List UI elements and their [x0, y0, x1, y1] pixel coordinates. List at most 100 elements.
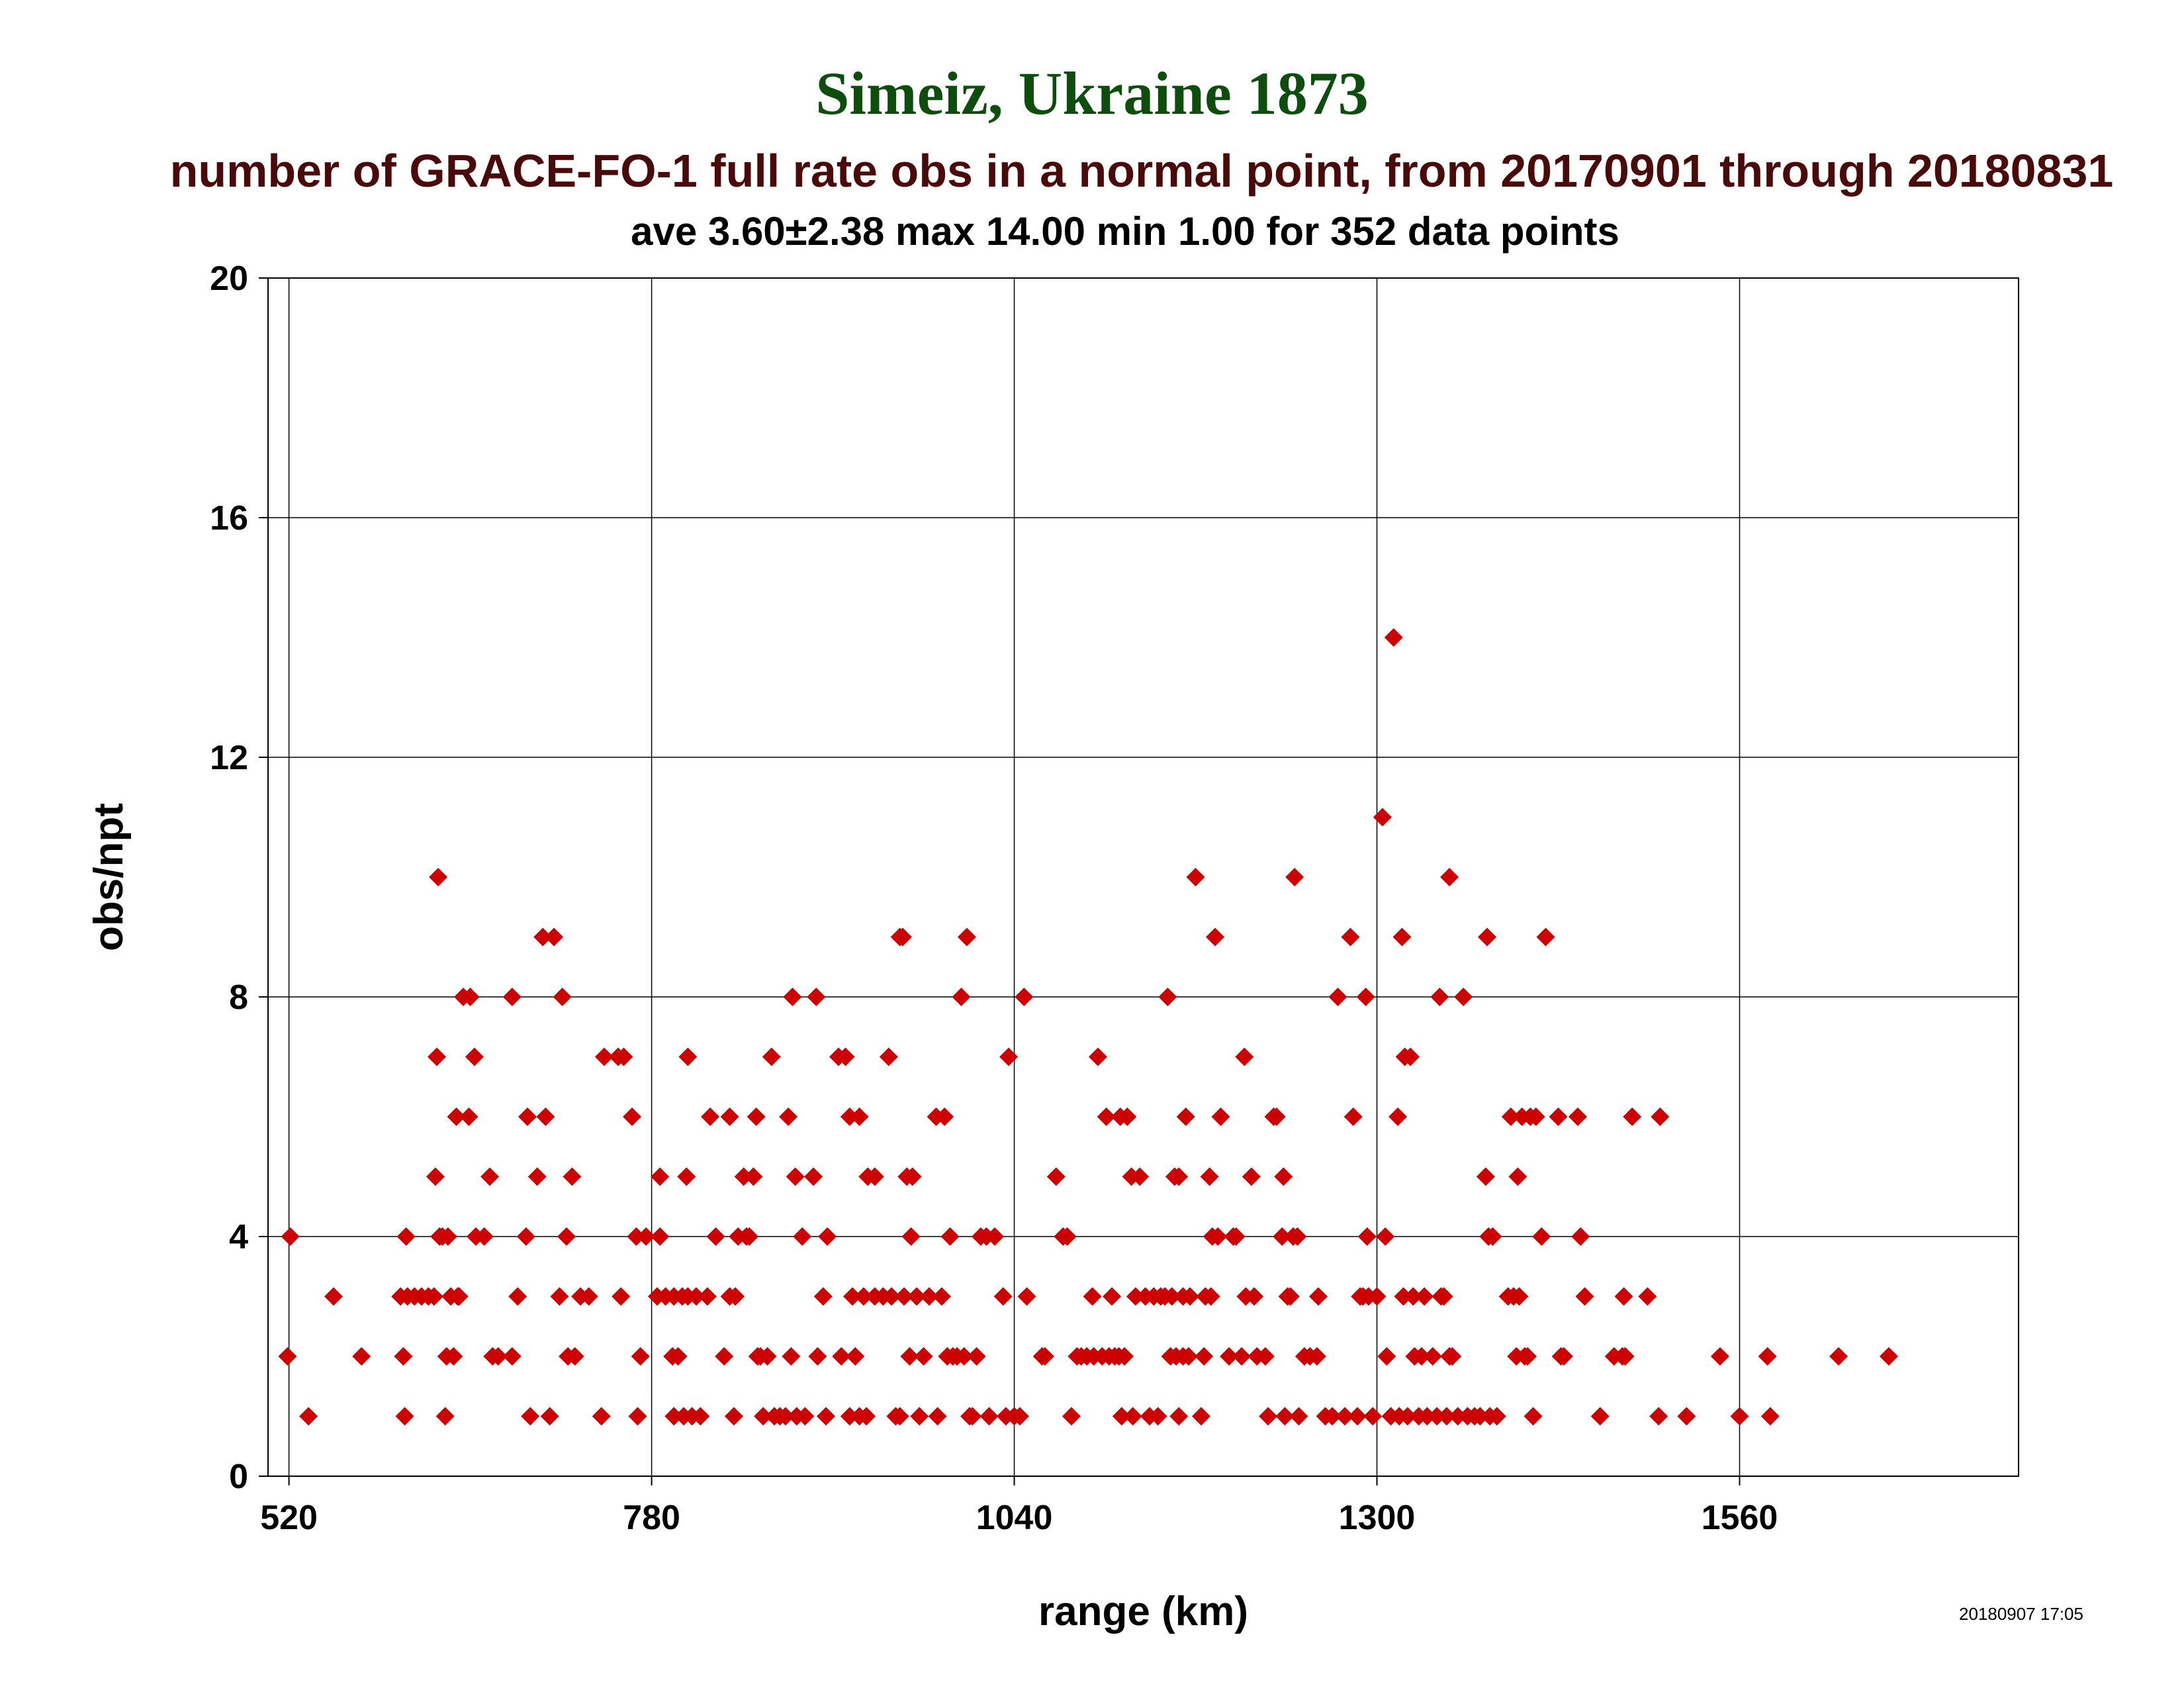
data-point	[1169, 1167, 1189, 1186]
data-point	[940, 1227, 960, 1246]
plot-frame	[267, 277, 2019, 1477]
x-tick-label: 1300	[1339, 1499, 1416, 1537]
data-point	[1388, 1107, 1408, 1126]
data-point	[691, 1407, 710, 1426]
chart-subtitle: number of GRACE-FO-1 full rate obs in a …	[169, 145, 2114, 197]
data-point	[1357, 1227, 1377, 1246]
data-point	[726, 1287, 745, 1306]
data-point	[612, 1287, 631, 1306]
data-point	[1363, 1407, 1383, 1426]
data-point	[720, 1107, 739, 1126]
data-point	[1083, 1287, 1102, 1306]
data-point	[447, 1107, 466, 1126]
data-point	[724, 1407, 743, 1426]
data-point	[324, 1287, 343, 1306]
data-point	[701, 1107, 720, 1126]
data-point	[449, 1287, 469, 1306]
data-point	[687, 1287, 706, 1306]
data-point	[1112, 1407, 1131, 1426]
data-point	[1710, 1347, 1729, 1366]
data-point	[907, 1287, 927, 1306]
data-point	[1245, 1287, 1264, 1306]
data-point	[518, 1107, 537, 1126]
data-point	[1376, 1227, 1395, 1246]
data-point	[1554, 1347, 1573, 1366]
data-point	[932, 1287, 951, 1306]
data-point	[1356, 988, 1375, 1006]
data-point	[465, 1047, 484, 1066]
data-point	[1501, 1107, 1520, 1126]
data-point	[1343, 1107, 1363, 1126]
data-point	[804, 1167, 823, 1186]
data-point	[1158, 988, 1177, 1006]
data-point	[1454, 988, 1473, 1006]
data-point	[1448, 1407, 1467, 1426]
data-point	[698, 1287, 717, 1306]
x-tick-label: 1040	[976, 1499, 1053, 1537]
data-point	[985, 1227, 1005, 1246]
data-point	[677, 1167, 696, 1186]
data-point	[1191, 1407, 1210, 1426]
data-point	[1123, 1407, 1142, 1426]
data-point	[1423, 1347, 1442, 1366]
data-point	[278, 1347, 297, 1366]
data-point	[1638, 1287, 1657, 1306]
x-axis-label: range (km)	[1038, 1589, 1248, 1634]
data-point	[1590, 1407, 1610, 1426]
data-point	[1179, 1347, 1198, 1366]
data-point	[1571, 1227, 1590, 1246]
data-point	[747, 1107, 766, 1126]
data-point	[1226, 1227, 1246, 1246]
data-point	[1195, 1347, 1214, 1366]
data-point	[919, 1287, 938, 1306]
data-point	[459, 1107, 478, 1126]
data-point	[565, 1347, 584, 1366]
data-point	[1487, 1407, 1506, 1426]
data-points	[278, 628, 1898, 1426]
data-point	[783, 988, 802, 1006]
data-point	[840, 1407, 859, 1426]
data-point	[540, 1407, 559, 1426]
data-point	[428, 1047, 447, 1066]
data-point	[740, 1227, 759, 1246]
data-point	[1373, 808, 1392, 827]
data-point	[1623, 1107, 1642, 1126]
data-point	[1430, 988, 1449, 1006]
data-point	[545, 927, 564, 947]
data-point	[1289, 1407, 1308, 1426]
data-point	[817, 1407, 836, 1426]
data-point	[715, 1347, 734, 1366]
data-point	[438, 1227, 457, 1246]
data-point	[813, 1287, 833, 1306]
data-point	[882, 1287, 901, 1306]
data-point	[706, 1227, 725, 1246]
data-point	[1336, 1407, 1355, 1426]
data-point	[502, 988, 522, 1006]
data-point	[637, 1227, 656, 1246]
data-point	[744, 1167, 763, 1186]
data-point	[1281, 1287, 1300, 1306]
y-tick-label: 4	[229, 1218, 248, 1256]
data-point	[879, 1047, 898, 1066]
chart-stats: ave 3.60±2.38 max 14.00 min 1.00 for 352…	[631, 209, 1619, 254]
data-point	[1341, 927, 1360, 947]
data-point	[1232, 1347, 1251, 1366]
data-point	[1208, 1227, 1228, 1246]
data-point	[1377, 1347, 1396, 1366]
data-point	[1348, 1407, 1367, 1426]
data-point	[1259, 1407, 1278, 1426]
data-point	[935, 1107, 954, 1126]
data-point	[1476, 1167, 1495, 1186]
data-point	[793, 1227, 812, 1246]
y-axis-label: obs/npt	[86, 803, 132, 951]
data-point	[1418, 1407, 1437, 1426]
data-point	[1392, 927, 1412, 947]
data-point	[1649, 1407, 1668, 1426]
data-point	[664, 1407, 684, 1426]
y-tick-label: 20	[210, 259, 248, 298]
data-point	[533, 927, 553, 947]
data-point	[786, 1167, 805, 1186]
data-point	[957, 927, 976, 947]
data-point	[967, 1347, 986, 1366]
data-point	[527, 1167, 547, 1186]
